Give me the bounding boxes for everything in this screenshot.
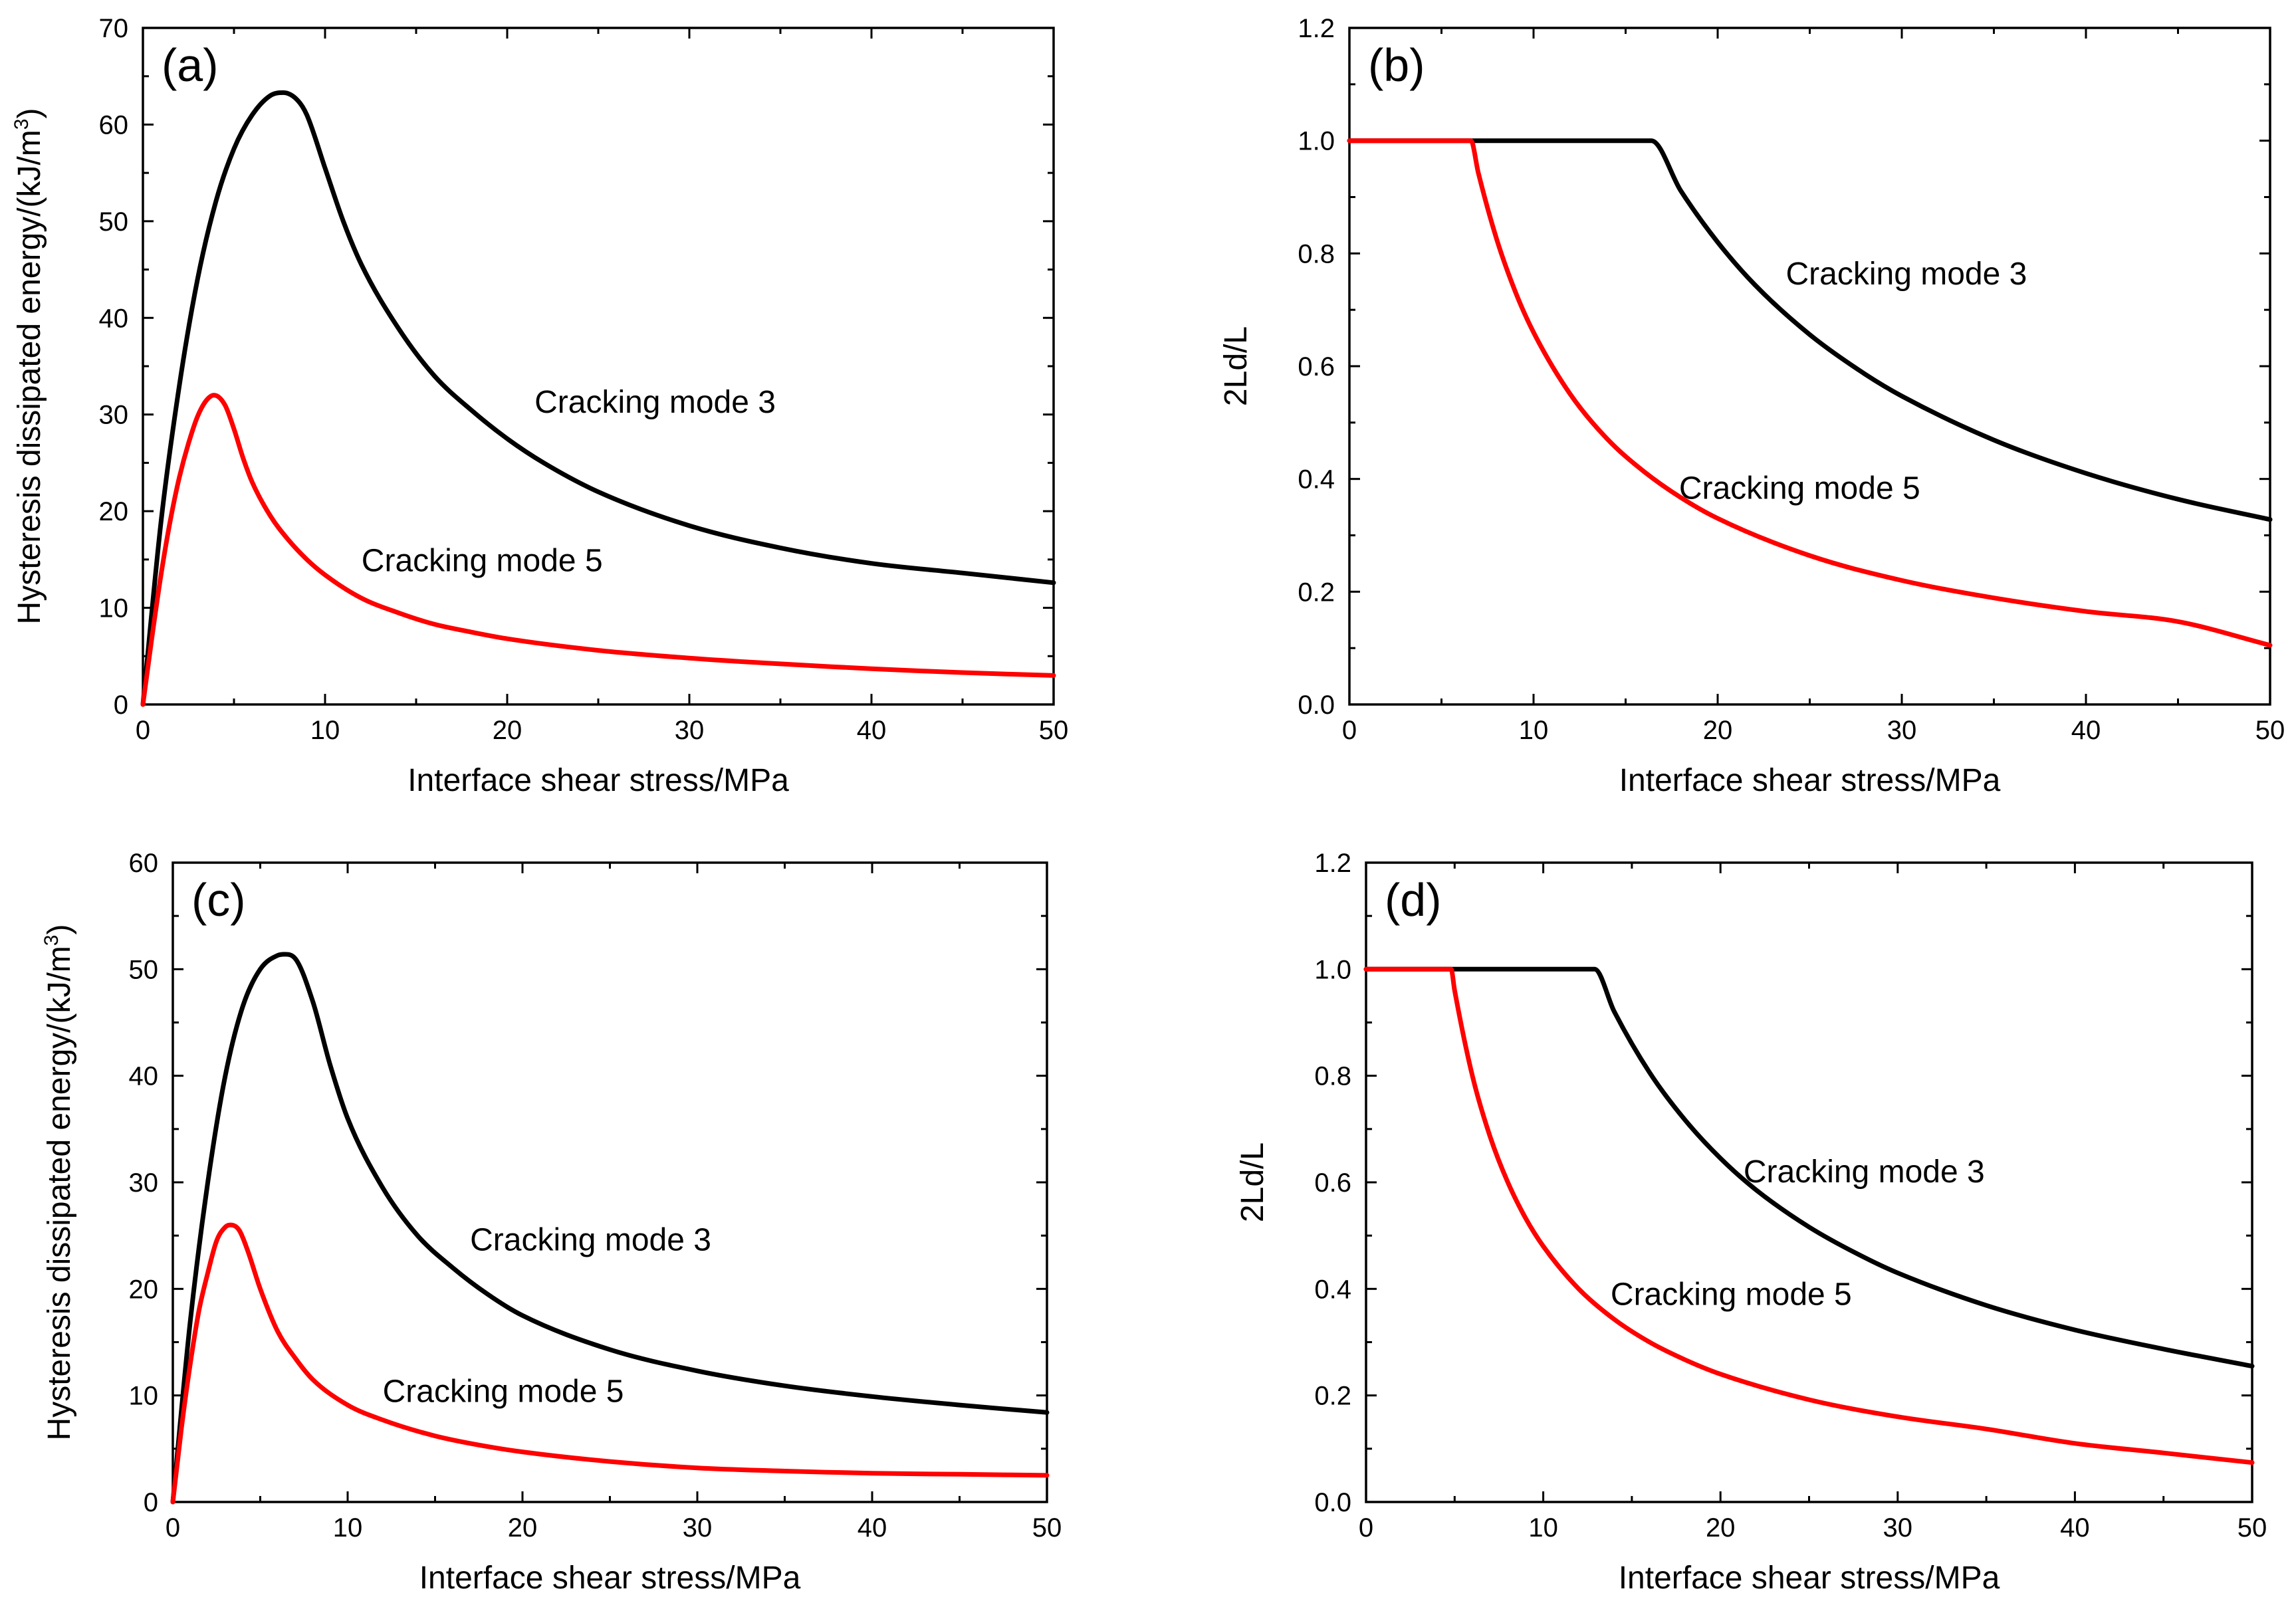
x-tick-label: 40 <box>2060 1513 2090 1543</box>
panel-label: (d) <box>1385 874 1442 926</box>
x-tick-label: 0 <box>1359 1513 1373 1543</box>
x-tick-label: 0 <box>1342 716 1357 745</box>
y-tick-label: 1.0 <box>1298 127 1335 156</box>
y-tick-label: 0.8 <box>1298 239 1335 268</box>
y-tick-label: 1.2 <box>1314 849 1351 878</box>
x-tick-label: 40 <box>857 716 887 745</box>
x-tick-label: 10 <box>1528 1513 1558 1543</box>
x-tick-label: 30 <box>683 1513 713 1543</box>
series-line-cracking-mode-5 <box>140 393 1056 707</box>
annotation-cracking-mode-5: Cracking mode 5 <box>362 543 603 578</box>
y-tick-label: 1.2 <box>1298 14 1335 43</box>
x-tick-label: 20 <box>1706 1513 1736 1543</box>
series-line-cracking-mode-3 <box>1347 138 2273 522</box>
y-tick-label: 50 <box>99 207 129 237</box>
y-tick-label: 70 <box>99 14 129 43</box>
y-tick-label: 0.8 <box>1314 1062 1351 1091</box>
y-tick-label: 0.6 <box>1298 352 1335 381</box>
x-tick-label: 30 <box>1883 1513 1913 1543</box>
y-tick-label: 0 <box>114 691 128 720</box>
panel-label: (a) <box>162 39 219 91</box>
series-line-cracking-mode-3 <box>1363 966 2255 1369</box>
series-line-cracking-mode-5 <box>170 1222 1050 1505</box>
x-axis-title: Interface shear stress/MPa <box>1619 763 2001 798</box>
x-axis-title: Interface shear stress/MPa <box>419 1560 801 1596</box>
series-line-cracking-mode-3 <box>140 90 1056 707</box>
panel-c: 0 10 20 30 40 50 0 10 20 30 40 50 60 Interface shear … <box>41 849 1062 1596</box>
y-tick-label: 0.2 <box>1298 578 1335 607</box>
y-tick-label: 20 <box>129 1275 159 1304</box>
panel-d: 0 10 20 30 40 50 0.0 0.2 0.4 0.6 0.8 1.0 1.2 Interfac… <box>1235 849 2267 1596</box>
panel-label: (c) <box>191 874 246 926</box>
plot-frame <box>1348 27 2271 706</box>
y-tick-label: 0.6 <box>1314 1168 1351 1198</box>
y-tick-label: 0.4 <box>1314 1275 1351 1304</box>
x-tick-label: 40 <box>2071 716 2101 745</box>
x-tick-label: 50 <box>1032 1513 1062 1543</box>
annotation-cracking-mode-5: Cracking mode 5 <box>383 1374 624 1409</box>
y-tick-label: 0.0 <box>1298 691 1335 720</box>
panel-label: (b) <box>1368 39 1425 91</box>
x-tick-label: 0 <box>136 716 150 745</box>
x-tick-label: 10 <box>1519 716 1549 745</box>
panel-a: 0 10 20 30 40 50 0 10 20 30 40 50 60 70 Interface shea… <box>11 14 1068 798</box>
annotation-cracking-mode-5: Cracking mode 5 <box>1679 471 1920 506</box>
y-axis-title: Hysteresis dissipated energy/(kJ/m3) <box>11 108 47 625</box>
y-tick-label: 30 <box>129 1168 159 1198</box>
plot-frame <box>142 27 1055 706</box>
y-tick-label: 60 <box>129 849 159 878</box>
x-tick-label: 20 <box>1703 716 1733 745</box>
x-axis-title: Interface shear stress/MPa <box>407 763 789 798</box>
y-axis-title: Hysteresis dissipated energy/(kJ/m3) <box>41 924 77 1441</box>
x-tick-label: 50 <box>2255 716 2285 745</box>
y-tick-label: 10 <box>99 594 129 623</box>
annotation-cracking-mode-3: Cracking mode 3 <box>534 385 776 420</box>
y-tick-label: 1.0 <box>1314 955 1351 984</box>
y-tick-label: 40 <box>99 304 129 333</box>
x-tick-label: 30 <box>1887 716 1917 745</box>
y-tick-label: 0.2 <box>1314 1382 1351 1411</box>
y-tick-label: 10 <box>129 1382 159 1411</box>
x-tick-label: 50 <box>1039 716 1069 745</box>
series-line-cracking-mode-5 <box>1363 966 2255 1465</box>
annotation-cracking-mode-3: Cracking mode 3 <box>1785 257 2027 292</box>
y-tick-label: 30 <box>99 401 129 430</box>
x-tick-label: 30 <box>675 716 705 745</box>
y-axis-title: 2Ld/L <box>1218 326 1254 406</box>
x-tick-label: 50 <box>2238 1513 2267 1543</box>
x-tick-label: 40 <box>858 1513 887 1543</box>
x-tick-label: 10 <box>333 1513 363 1543</box>
y-tick-label: 20 <box>99 497 129 526</box>
annotation-cracking-mode-5: Cracking mode 5 <box>1611 1277 1852 1312</box>
x-axis-title: Interface shear stress/MPa <box>1619 1560 2000 1596</box>
x-tick-label: 20 <box>508 1513 538 1543</box>
y-tick-label: 40 <box>129 1062 159 1091</box>
series-line-cracking-mode-5 <box>1347 138 2273 648</box>
x-tick-label: 0 <box>166 1513 180 1543</box>
y-tick-label: 50 <box>129 955 159 984</box>
x-tick-label: 20 <box>493 716 522 745</box>
y-tick-label: 0 <box>144 1488 158 1517</box>
y-tick-label: 0.4 <box>1298 465 1335 494</box>
panel-b: 0 10 20 30 40 50 0.0 0.2 0.4 0.6 0.8 1.0 1.2 Interfac… <box>1218 14 2285 798</box>
annotation-cracking-mode-3: Cracking mode 3 <box>1744 1154 1985 1190</box>
y-tick-label: 60 <box>99 110 129 140</box>
y-axis-title: 2Ld/L <box>1235 1142 1270 1222</box>
y-tick-label: 0.0 <box>1314 1488 1351 1517</box>
series-line-cracking-mode-3 <box>170 952 1050 1505</box>
annotation-cracking-mode-3: Cracking mode 3 <box>470 1223 711 1258</box>
x-tick-label: 10 <box>310 716 340 745</box>
